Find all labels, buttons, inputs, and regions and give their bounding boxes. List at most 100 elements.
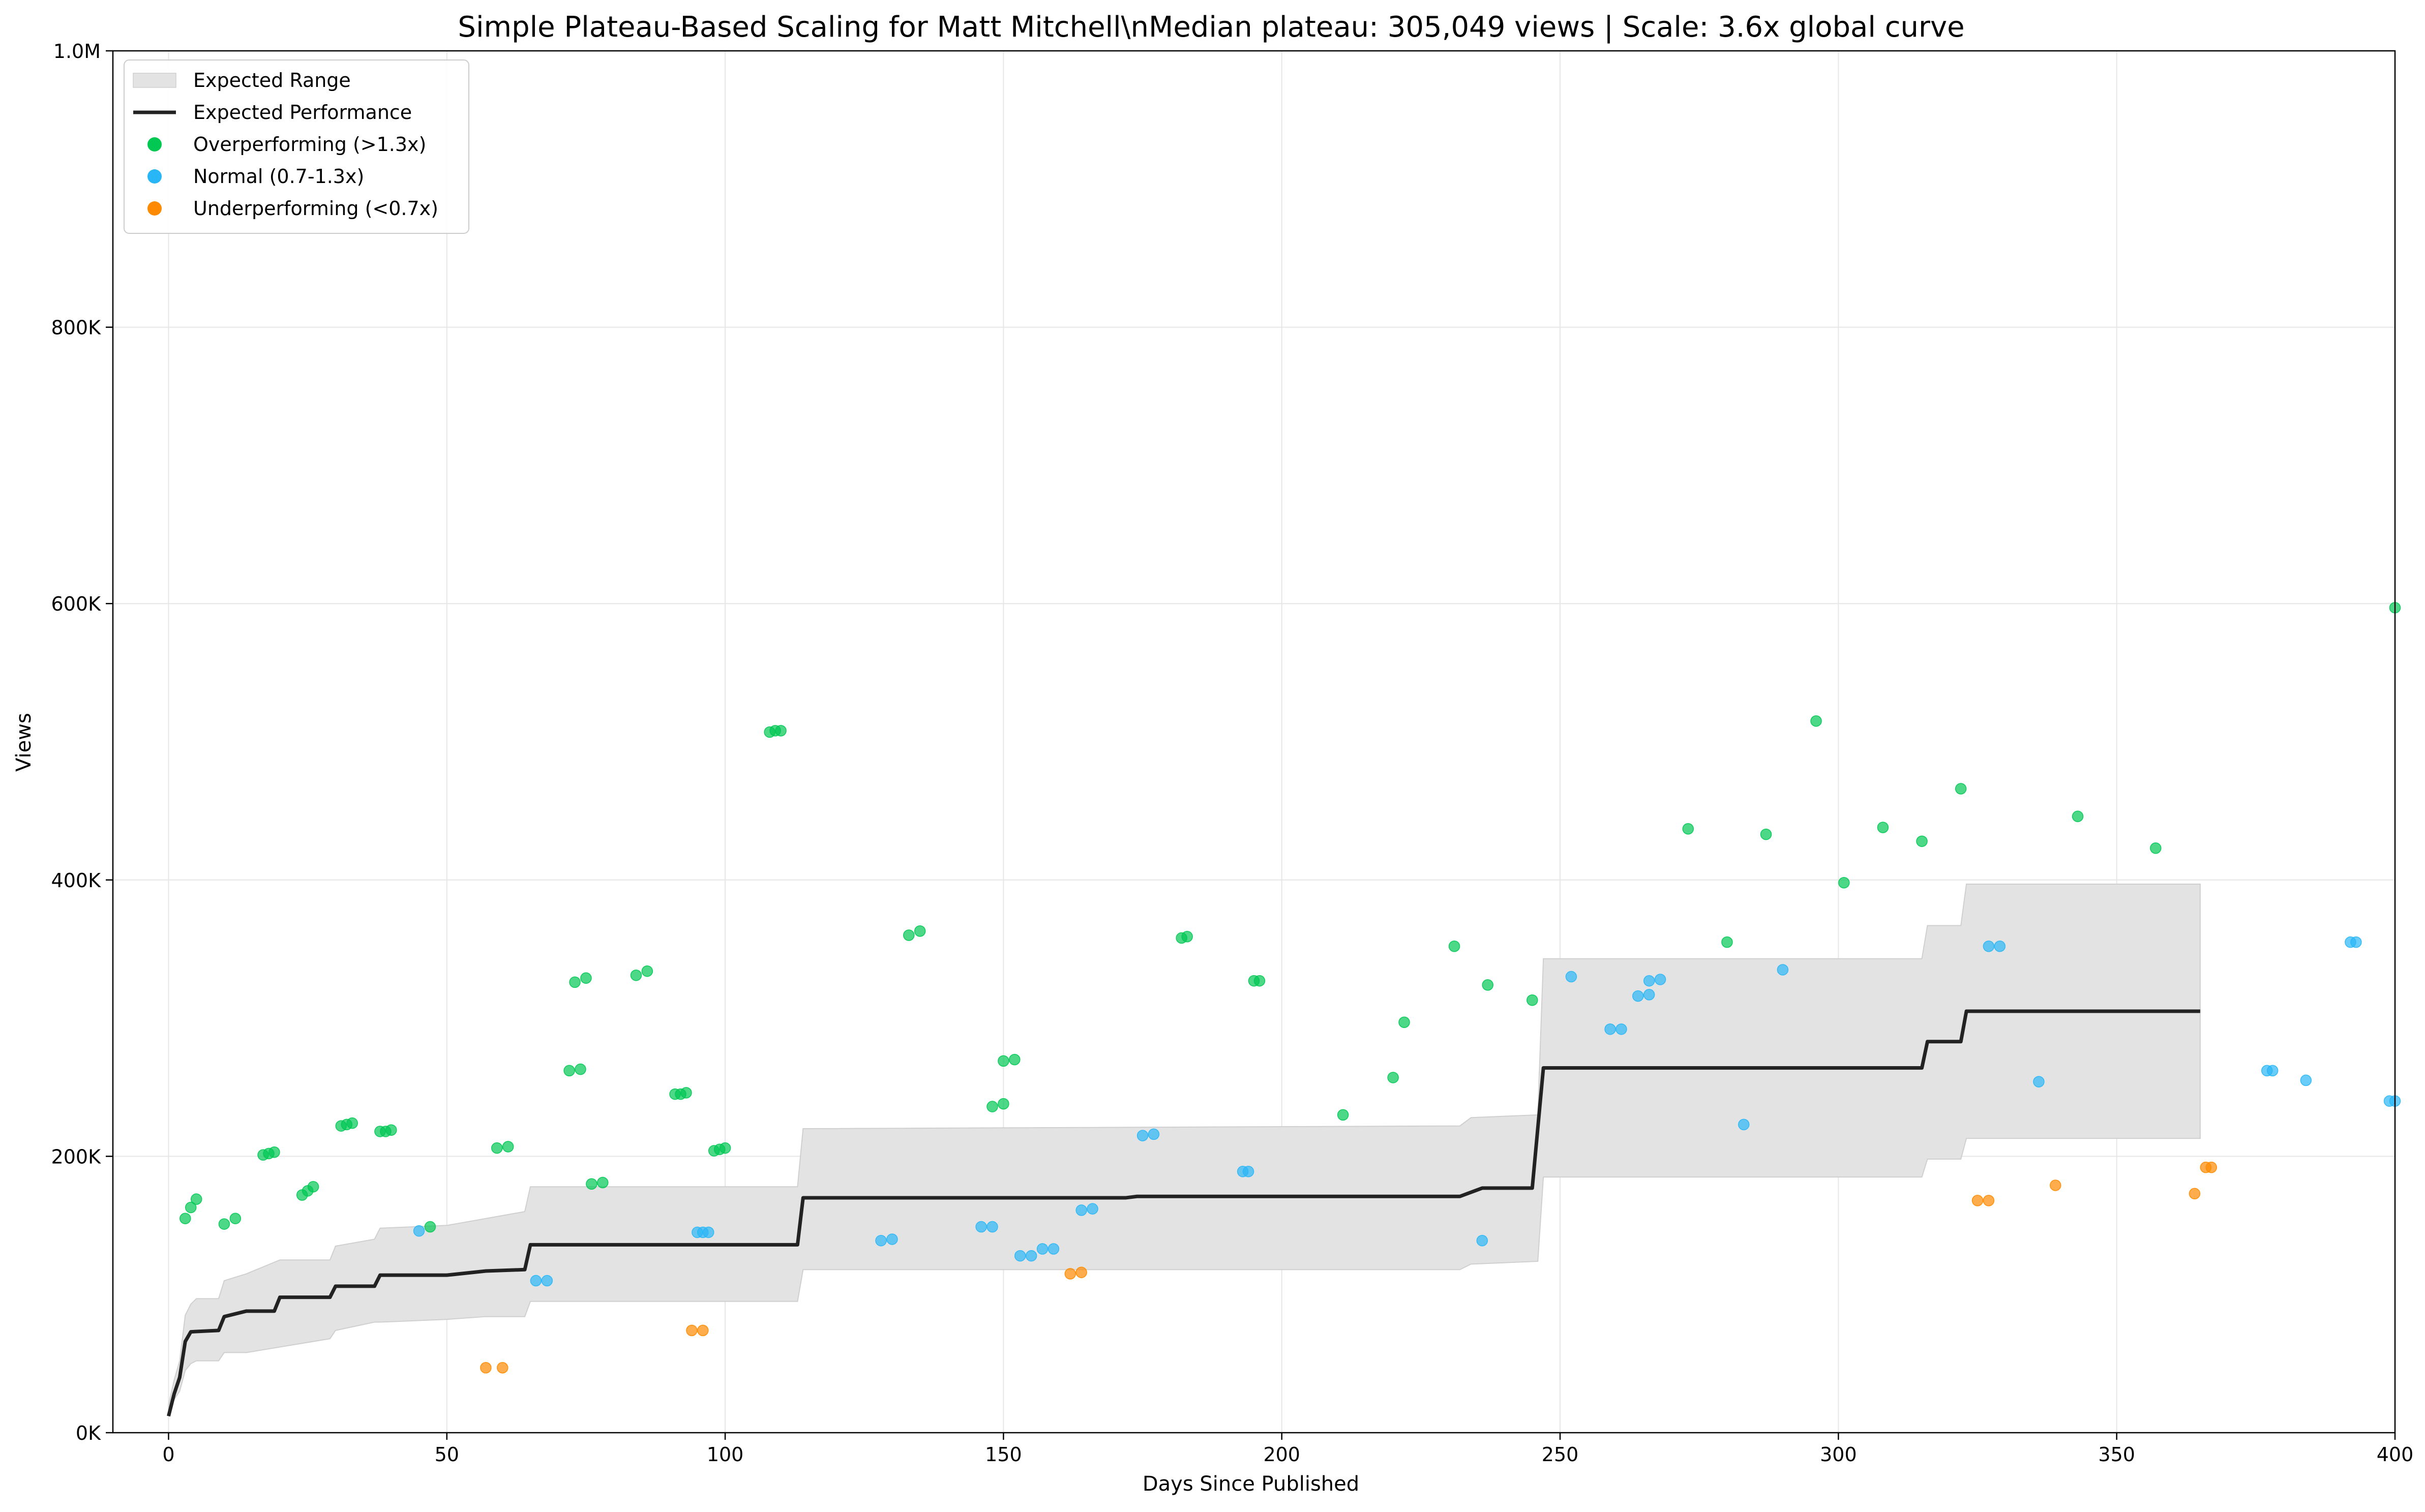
normal-data-point [1136,1130,1149,1141]
over-data-point [775,725,787,737]
normal-data-point [2266,1065,2279,1077]
over-data-point [914,925,926,937]
over-data-point [1448,941,1460,952]
normal-data-point [1565,971,1577,983]
over-data-point [998,1098,1009,1110]
over-data-point [597,1176,609,1189]
under-data-point [686,1324,698,1337]
normal-data-point [1148,1128,1160,1140]
x-tick-label: 0 [162,1443,174,1466]
under-data-point [1971,1195,1984,1206]
under-data-point [2205,1161,2218,1173]
over-data-point [229,1213,242,1224]
over-data-point [986,1101,998,1112]
x-tick-label: 400 [2377,1443,2414,1466]
x-tick-label: 50 [435,1443,459,1466]
x-axis-label: Days Since Published [1143,1472,1359,1496]
normal-data-point [1025,1250,1037,1262]
y-tick-label: 0K [76,1422,101,1444]
legend-swatch-marker [147,137,162,152]
normal-data-point [1777,964,1789,976]
normal-data-point [541,1275,553,1287]
under-data-point [1064,1268,1076,1280]
over-data-point [1009,1053,1021,1066]
normal-data-point [1632,990,1644,1002]
legend-label: Overperforming (>1.3x) [193,133,426,156]
over-data-point [1482,979,1493,991]
over-data-point [569,976,581,988]
over-data-point [1916,835,1928,847]
normal-data-point [1994,941,2006,952]
expected-performance-line-layer [167,1009,2200,1417]
under-data-point [1075,1266,1087,1278]
y-tick-label: 1.0M [53,40,101,63]
over-data-point [998,1055,1009,1067]
over-data-point [575,1063,586,1075]
over-data-point [1760,828,1772,840]
normal-data-point [1615,1023,1627,1035]
normal-data-point [1242,1166,1254,1177]
y-axis-label: Views [12,713,36,772]
over-data-point [1526,994,1538,1006]
normal-data-point [1075,1204,1087,1216]
normal-data-point [1047,1243,1060,1255]
normal-data-point [1604,1023,1616,1035]
normal-data-point [1738,1118,1750,1131]
over-data-point [1398,1016,1410,1029]
over-data-point [307,1181,319,1193]
normal-data-point [1014,1250,1026,1262]
over-data-point [563,1065,575,1077]
axes: 0 50 100 150 200 250 300 350 400 0K 200K 400K 600K 80… [51,40,2414,1466]
over-data-point [2072,810,2084,823]
over-data-point [346,1117,358,1129]
normal-data-point [986,1221,998,1233]
y-tick-label: 600K [51,593,102,615]
expected-range-band [168,883,2201,1416]
normal-data-point [2300,1074,2312,1086]
over-data-point [580,972,592,984]
normal-data-point [530,1275,542,1287]
over-data-point [179,1213,191,1224]
legend-label: Expected Range [193,69,351,92]
legend-label: Underperforming (<0.7x) [193,197,438,220]
y-tick-label: 400K [51,869,102,892]
normal-data-point [1087,1203,1098,1215]
normal-data-point [2033,1076,2045,1087]
over-data-point [424,1221,436,1233]
legend-swatch-band [133,73,176,88]
over-data-point [2150,842,2162,854]
over-data-point [1955,783,1967,795]
x-tick-label: 100 [707,1443,744,1466]
y-tick-label: 800K [51,317,102,339]
over-data-point [1181,930,1193,943]
over-data-point [630,970,642,981]
x-tick-label: 300 [1820,1443,1857,1466]
x-tick-label: 350 [2098,1443,2135,1466]
under-data-point [496,1362,508,1374]
over-data-point [680,1087,692,1099]
legend-box [124,59,469,234]
normal-data-point [1476,1234,1488,1247]
y-tick-label: 200K [51,1145,102,1168]
over-data-point [641,965,653,977]
over-data-point [1387,1072,1399,1083]
over-data-point [218,1218,230,1230]
over-data-point [1337,1109,1349,1121]
normal-data-point [1654,974,1666,985]
normal-data-point [2350,936,2362,948]
normal-data-point [886,1233,898,1245]
over-data-point [586,1178,597,1190]
under-data-point [1983,1195,1995,1206]
over-data-point [903,929,915,941]
over-data-point [502,1141,514,1153]
legend-label: Expected Performance [193,101,412,124]
data-points [179,602,2401,1374]
legend: Expected Range Expected Performance Overpe… [124,59,469,234]
under-data-point [480,1362,492,1374]
normal-data-point [1643,989,1655,1001]
over-data-point [1877,822,1889,833]
under-data-point [2050,1180,2061,1191]
x-tick-label: 200 [1263,1443,1300,1466]
x-tick-label: 150 [985,1443,1022,1466]
